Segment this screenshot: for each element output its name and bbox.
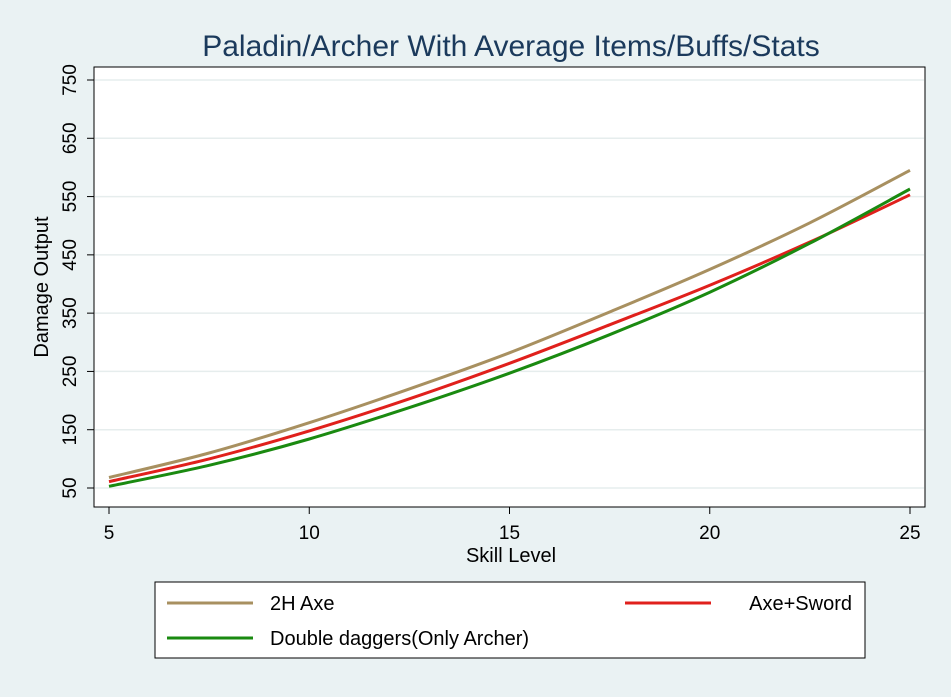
legend-label-double-daggers: Double daggers(Only Archer) (270, 628, 529, 650)
x-tick-label: 20 (699, 523, 720, 544)
legend-box (154, 581, 866, 659)
y-tick-label: 350 (60, 297, 81, 329)
legend: 2H Axe Axe+Sword Double daggers(Only Arc… (154, 581, 866, 659)
y-ticks: 50 150 250 350 450 550 650 750 (60, 64, 94, 499)
x-tick-label: 5 (104, 523, 115, 544)
x-tick-label: 15 (499, 523, 520, 544)
x-ticks: 5 10 15 20 25 (104, 507, 921, 544)
y-tick-label: 50 (60, 477, 81, 498)
legend-label-2h-axe: 2H Axe (270, 593, 334, 615)
y-tick-label: 750 (60, 64, 81, 96)
y-tick-label: 250 (60, 356, 81, 388)
y-tick-label: 550 (60, 181, 81, 213)
series-line-double-daggers (108, 187, 911, 488)
y-tick-label: 450 (60, 239, 81, 271)
y-tick-label: 650 (60, 122, 81, 154)
series-line-axe-sword (108, 193, 911, 484)
x-tick-label: 10 (299, 523, 320, 544)
x-tick-label: 25 (899, 523, 920, 544)
x-axis-label: Skill Level (466, 545, 556, 567)
plot-area (93, 66, 926, 508)
y-tick-label: 150 (60, 414, 81, 446)
chart-title: Paladin/Archer With Average Items/Buffs/… (202, 30, 820, 63)
grid-lines (95, 79, 924, 489)
series-lines (108, 168, 911, 488)
series-line-2h-axe (108, 168, 911, 479)
y-axis-label: Damage Output (31, 216, 53, 358)
legend-label-axe-sword: Axe+Sword (749, 593, 852, 615)
